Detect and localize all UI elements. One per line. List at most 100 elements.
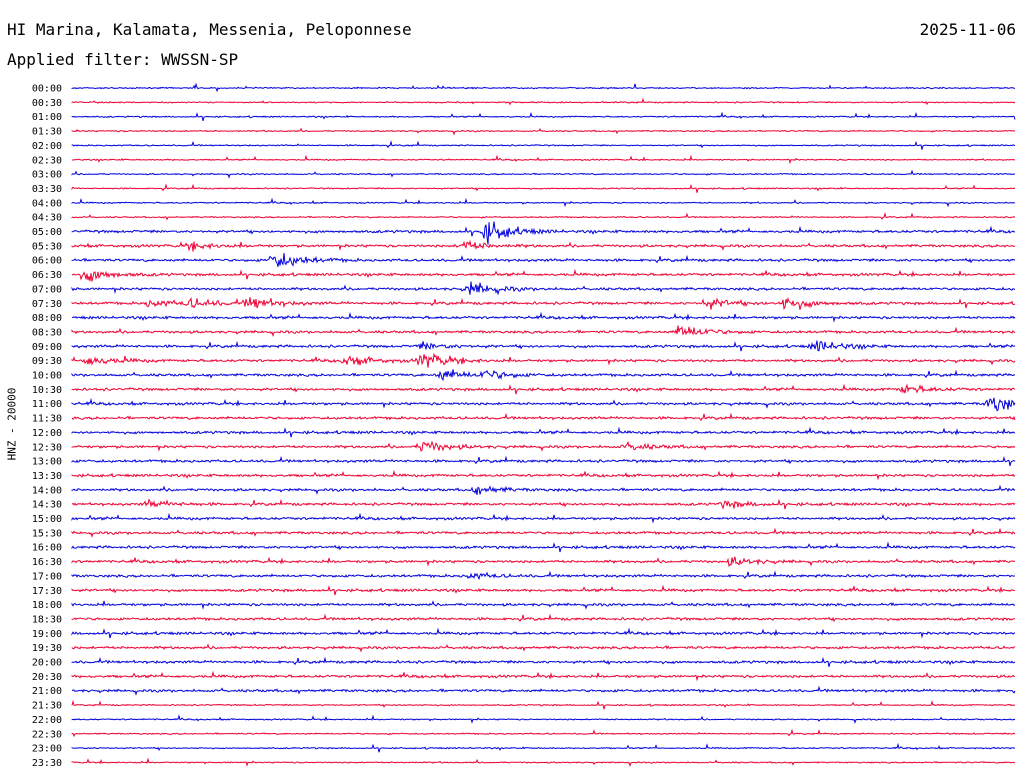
trace-row-00:00 bbox=[71, 82, 1016, 93]
row-time-label: 15:00 bbox=[32, 514, 62, 525]
row-time-label: 11:00 bbox=[32, 399, 62, 410]
trace-row-12:30 bbox=[71, 440, 1016, 452]
trace-row-23:00 bbox=[71, 742, 1016, 753]
row-time-label: 01:00 bbox=[32, 112, 62, 123]
row-time-label: 00:00 bbox=[32, 84, 62, 95]
row-time-label: 23:00 bbox=[32, 744, 62, 755]
row-time-label: 14:30 bbox=[32, 500, 62, 511]
row-time-label: 19:00 bbox=[32, 629, 62, 640]
row-time-label: 17:30 bbox=[32, 586, 62, 597]
trace-row-09:30 bbox=[71, 352, 1016, 368]
trace-row-16:00 bbox=[71, 541, 1016, 553]
row-time-label: 09:00 bbox=[32, 342, 62, 353]
trace-row-04:30 bbox=[71, 211, 1016, 221]
row-time-label: 04:00 bbox=[32, 198, 62, 209]
row-time-label: 13:00 bbox=[32, 457, 62, 468]
date-label: 2025-11-06 bbox=[919, 20, 1016, 39]
trace-row-07:00 bbox=[71, 281, 1016, 296]
row-time-label: 10:00 bbox=[32, 371, 62, 382]
row-time-label: 16:30 bbox=[32, 557, 62, 568]
row-time-label: 20:00 bbox=[32, 658, 62, 669]
row-time-label: 21:00 bbox=[32, 686, 62, 697]
row-time-label: 22:00 bbox=[32, 715, 62, 726]
trace-row-19:00 bbox=[71, 627, 1016, 639]
row-time-label: 15:30 bbox=[32, 528, 62, 539]
trace-row-01:30 bbox=[71, 127, 1016, 136]
trace-row-22:00 bbox=[71, 714, 1016, 724]
row-time-label: 20:30 bbox=[32, 672, 62, 683]
trace-row-20:30 bbox=[71, 670, 1016, 682]
row-time-label: 05:00 bbox=[32, 227, 62, 238]
trace-row-02:00 bbox=[71, 140, 1016, 150]
trace-row-04:00 bbox=[71, 197, 1016, 208]
trace-row-06:30 bbox=[71, 268, 1016, 282]
row-time-label: 14:00 bbox=[32, 485, 62, 496]
row-time-label: 06:30 bbox=[32, 270, 62, 281]
station-title: HI Marina, Kalamata, Messenia, Peloponne… bbox=[7, 20, 412, 39]
trace-row-07:30 bbox=[71, 296, 1016, 310]
trace-row-11:00 bbox=[71, 397, 1016, 412]
trace-row-21:30 bbox=[71, 699, 1016, 710]
row-time-label: 07:00 bbox=[32, 284, 62, 295]
row-time-label: 02:00 bbox=[32, 141, 62, 152]
trace-row-19:30 bbox=[71, 643, 1016, 653]
row-time-label: 21:30 bbox=[32, 701, 62, 712]
row-time-label: 03:30 bbox=[32, 184, 62, 195]
row-time-label: 00:30 bbox=[32, 98, 62, 109]
trace-row-18:30 bbox=[71, 613, 1015, 623]
row-time-label: 03:00 bbox=[32, 170, 62, 181]
row-time-label: 08:00 bbox=[32, 313, 62, 324]
trace-row-02:30 bbox=[71, 154, 1016, 165]
trace-row-15:00 bbox=[71, 512, 1016, 524]
row-time-label: 23:30 bbox=[32, 758, 62, 769]
row-time-label: 18:00 bbox=[32, 600, 62, 611]
row-time-label: 06:00 bbox=[32, 256, 62, 267]
trace-row-05:00 bbox=[71, 221, 1016, 245]
trace-row-20:00 bbox=[71, 656, 1016, 667]
row-time-label: 17:00 bbox=[32, 571, 62, 582]
row-time-label: 09:30 bbox=[32, 356, 62, 367]
trace-row-09:00 bbox=[71, 340, 1016, 352]
row-time-label: 10:30 bbox=[32, 385, 62, 396]
trace-row-10:00 bbox=[71, 369, 1016, 382]
trace-row-14:30 bbox=[71, 498, 1016, 510]
row-time-label: 01:30 bbox=[32, 127, 62, 138]
trace-row-17:00 bbox=[71, 570, 1016, 581]
row-time-label: 08:30 bbox=[32, 327, 62, 338]
trace-row-10:30 bbox=[71, 383, 1016, 395]
row-time-label: 13:30 bbox=[32, 471, 62, 482]
row-time-label: 05:30 bbox=[32, 241, 62, 252]
trace-row-01:00 bbox=[71, 111, 1016, 122]
row-time-label: 19:30 bbox=[32, 643, 62, 654]
trace-row-05:30 bbox=[71, 239, 1016, 252]
trace-row-23:30 bbox=[71, 757, 1016, 767]
trace-row-22:30 bbox=[71, 728, 1016, 738]
trace-row-14:00 bbox=[71, 484, 1016, 495]
row-time-label: 22:30 bbox=[32, 729, 62, 740]
trace-row-12:00 bbox=[71, 426, 1016, 438]
trace-row-18:00 bbox=[71, 600, 1016, 610]
trace-row-00:30 bbox=[71, 97, 1016, 106]
trace-row-15:30 bbox=[71, 527, 1016, 538]
trace-row-03:00 bbox=[71, 169, 1015, 179]
row-time-label: 18:30 bbox=[32, 614, 62, 625]
trace-row-13:00 bbox=[71, 455, 1016, 467]
trace-row-13:30 bbox=[71, 469, 1016, 481]
row-time-label: 16:00 bbox=[32, 543, 62, 554]
row-time-label: 12:30 bbox=[32, 442, 62, 453]
trace-row-11:30 bbox=[71, 412, 1016, 422]
trace-row-08:30 bbox=[71, 325, 1016, 337]
row-time-label: 04:30 bbox=[32, 213, 62, 224]
trace-row-03:30 bbox=[71, 183, 1016, 193]
row-time-label: 11:30 bbox=[32, 414, 62, 425]
row-time-label: 07:30 bbox=[32, 299, 62, 310]
row-time-label: 12:00 bbox=[32, 428, 62, 439]
trace-row-06:00 bbox=[71, 252, 1016, 267]
filter-label: Applied filter: WWSSN-SP bbox=[7, 50, 239, 69]
trace-row-08:00 bbox=[71, 311, 1016, 323]
row-time-label: 02:30 bbox=[32, 155, 62, 166]
trace-row-21:00 bbox=[71, 685, 1016, 696]
trace-row-16:30 bbox=[71, 556, 1016, 568]
trace-row-17:30 bbox=[71, 584, 1016, 596]
